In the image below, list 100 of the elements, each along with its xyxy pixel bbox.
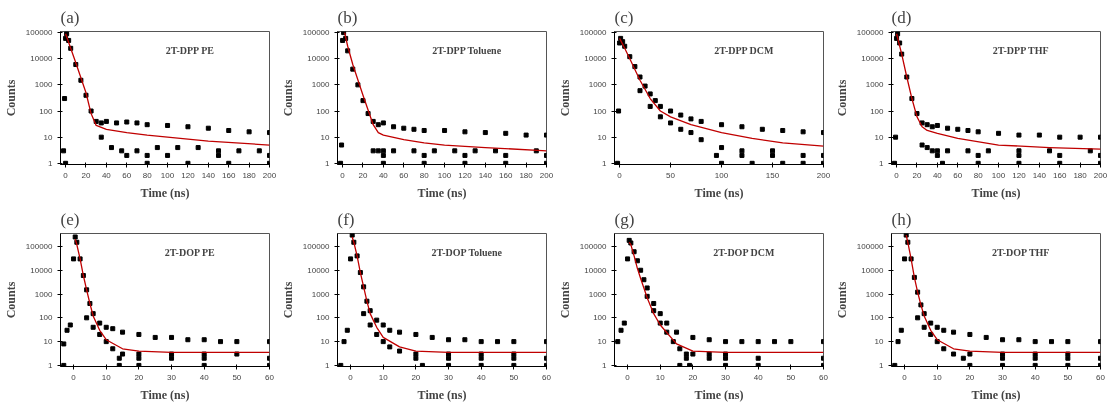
x-tick-label: 50 xyxy=(666,170,676,180)
x-tick-label: 60 xyxy=(265,372,275,382)
y-tick-label: 10000 xyxy=(307,54,331,64)
y-tick-label: 10 xyxy=(597,337,608,347)
y-axis-title: Counts xyxy=(280,79,295,117)
x-tick-label: 0 xyxy=(63,170,69,180)
x-axis-title: Time (ns) xyxy=(140,185,190,200)
annotation: 2T-DPP THF xyxy=(992,44,1049,56)
y-tick-label: 100000 xyxy=(302,28,331,38)
x-tick-label: 0 xyxy=(71,372,77,382)
y-tick-label: 100 xyxy=(593,106,608,116)
annotation: 2T-DPP PE xyxy=(165,44,215,56)
y-tick-label: 100000 xyxy=(25,28,54,38)
x-tick-label: 120 xyxy=(181,170,196,180)
x-tick-label: 160 xyxy=(222,170,236,180)
x-tick-label: 60 xyxy=(1096,372,1106,382)
y-tick-label: 100 xyxy=(39,106,54,116)
y-tick-label: 10 xyxy=(320,337,331,347)
y-tick-label: 1 xyxy=(325,360,331,370)
y-tick-label: 100 xyxy=(316,313,331,323)
chart-title: (e) xyxy=(60,209,80,229)
x-tick-label: 150 xyxy=(765,170,780,180)
x-tick-label: 60 xyxy=(122,170,132,180)
x-tick-label: 10 xyxy=(932,372,943,382)
x-tick-label: 20 xyxy=(411,372,421,382)
x-tick-label: 0 xyxy=(348,372,354,382)
annotation: 2T-DOP DCM xyxy=(713,246,775,258)
x-axis-title: Time (ns) xyxy=(971,387,1021,402)
y-tick-label: 100 xyxy=(316,106,331,116)
annotation: 2T-DPP DCM xyxy=(714,44,775,56)
x-tick-label: 40 xyxy=(932,170,943,180)
y-tick-label: 1000 xyxy=(311,80,331,90)
y-tick-label: 1 xyxy=(879,158,885,168)
x-tick-label: 40 xyxy=(476,372,487,382)
x-tick-label: 140 xyxy=(1032,170,1047,180)
x-tick-label: 20 xyxy=(688,372,698,382)
x-tick-label: 40 xyxy=(753,372,764,382)
y-tick-label: 100 xyxy=(870,313,885,323)
y-tick-label: 100000 xyxy=(579,241,608,251)
x-tick-label: 20 xyxy=(912,170,922,180)
x-tick-label: 180 xyxy=(242,170,257,180)
x-tick-label: 100 xyxy=(160,170,175,180)
x-axis-title: Time (ns) xyxy=(971,185,1021,200)
y-tick-label: 1 xyxy=(602,158,608,168)
x-tick-label: 20 xyxy=(134,372,144,382)
x-tick-label: 80 xyxy=(419,170,430,180)
x-tick-label: 40 xyxy=(378,170,389,180)
y-tick-label: 100 xyxy=(870,106,885,116)
x-tick-label: 10 xyxy=(655,372,666,382)
y-tick-label: 10000 xyxy=(861,54,885,64)
annotation: 2T-DOP THF xyxy=(991,246,1050,258)
x-tick-label: 60 xyxy=(542,372,552,382)
x-tick-label: 200 xyxy=(262,170,277,180)
y-axis-title: Counts xyxy=(3,79,18,117)
y-tick-label: 100000 xyxy=(302,241,331,251)
annotation: 2T-DPP Toluene xyxy=(432,44,502,56)
x-tick-label: 40 xyxy=(199,372,210,382)
y-tick-label: 1 xyxy=(48,360,54,370)
y-tick-label: 1000 xyxy=(311,289,331,299)
y-tick-label: 1000 xyxy=(865,289,885,299)
x-tick-label: 20 xyxy=(358,170,368,180)
x-tick-label: 20 xyxy=(81,170,91,180)
y-axis-title: Counts xyxy=(280,281,295,319)
x-tick-label: 120 xyxy=(1012,170,1027,180)
chart-title: (g) xyxy=(614,209,635,229)
x-tick-label: 60 xyxy=(953,170,963,180)
y-tick-label: 100 xyxy=(593,313,608,323)
y-tick-label: 10 xyxy=(43,337,54,347)
x-tick-label: 50 xyxy=(232,372,242,382)
x-tick-label: 180 xyxy=(1073,170,1088,180)
y-tick-label: 10000 xyxy=(584,265,608,275)
x-tick-label: 50 xyxy=(1063,372,1073,382)
x-tick-label: 200 xyxy=(539,170,554,180)
x-tick-label: 80 xyxy=(973,170,984,180)
y-axis-title: Counts xyxy=(834,281,849,319)
x-tick-label: 50 xyxy=(509,372,519,382)
x-axis-title: Time (ns) xyxy=(417,185,467,200)
y-tick-label: 10000 xyxy=(30,265,54,275)
y-tick-label: 10 xyxy=(597,132,608,142)
y-tick-label: 10 xyxy=(320,132,331,142)
x-tick-label: 20 xyxy=(965,372,975,382)
x-tick-label: 100 xyxy=(991,170,1006,180)
y-tick-label: 10000 xyxy=(861,265,885,275)
y-tick-label: 1000 xyxy=(34,289,54,299)
y-axis-title: Counts xyxy=(3,281,18,319)
y-tick-label: 10 xyxy=(874,132,885,142)
chart-title: (a) xyxy=(60,7,80,27)
x-tick-label: 0 xyxy=(340,170,346,180)
y-axis-title: Counts xyxy=(557,79,572,117)
x-tick-label: 160 xyxy=(1053,170,1067,180)
x-tick-label: 180 xyxy=(519,170,534,180)
x-tick-label: 140 xyxy=(201,170,216,180)
y-tick-label: 100 xyxy=(39,313,54,323)
y-tick-label: 1 xyxy=(602,360,608,370)
x-tick-label: 0 xyxy=(617,170,623,180)
x-tick-label: 80 xyxy=(142,170,153,180)
y-axis-title: Counts xyxy=(834,79,849,117)
y-tick-label: 1000 xyxy=(588,289,608,299)
x-tick-label: 0 xyxy=(902,372,908,382)
x-tick-label: 0 xyxy=(625,372,631,382)
